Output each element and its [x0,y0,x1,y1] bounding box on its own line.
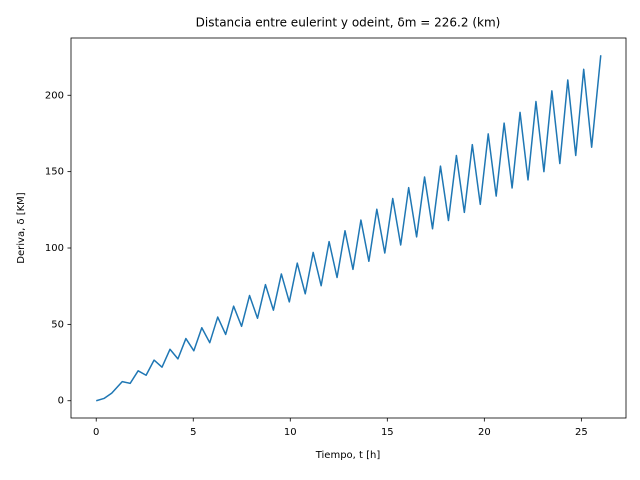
x-tick-label: 10 [284,427,297,438]
plot-frame [70,37,627,419]
y-tick-label: 150 [45,167,64,178]
y-tick-label: 50 [51,319,64,330]
chart-title: Distancia entre eulerint y odeint, δm = … [196,16,501,30]
x-tick-label: 25 [575,427,588,438]
x-tick-label: 15 [381,427,394,438]
x-tick-label: 0 [93,427,99,438]
y-axis-label: Deriva, δ [KM] [16,192,27,264]
y-tick-label: 100 [45,243,64,254]
x-tick-label: 5 [190,427,196,438]
y-tick-label: 0 [58,396,64,407]
y-tick-label: 200 [45,90,64,101]
data-line [96,55,602,402]
x-tick-label: 20 [478,427,491,438]
x-axis-label: Tiempo, t [h] [315,450,381,461]
